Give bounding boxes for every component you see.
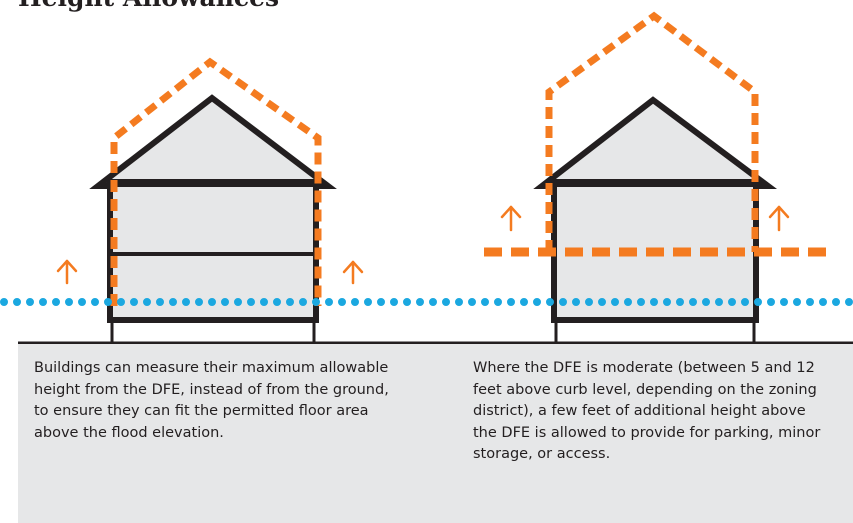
up-arrow-icon <box>500 205 522 232</box>
up-arrow-icon <box>56 259 78 285</box>
right-height-allowance-outline <box>545 11 759 252</box>
left-building <box>89 94 337 342</box>
right-caption: Where the DFE is moderate (between 5 and… <box>473 360 821 462</box>
page-title: Height Allowances <box>18 0 279 12</box>
left-caption: Buildings can measure their maximum allo… <box>34 360 389 441</box>
right-building <box>533 96 778 342</box>
left-building-roof <box>89 94 337 189</box>
left-height-allowance-outline <box>110 57 322 306</box>
up-arrow-icon <box>768 205 790 232</box>
height-allowance-diagram <box>0 11 853 345</box>
up-arrow-icon <box>342 260 364 285</box>
right-building-roof <box>533 96 778 189</box>
caption-panel: Buildings can measure their maximum allo… <box>18 344 853 523</box>
